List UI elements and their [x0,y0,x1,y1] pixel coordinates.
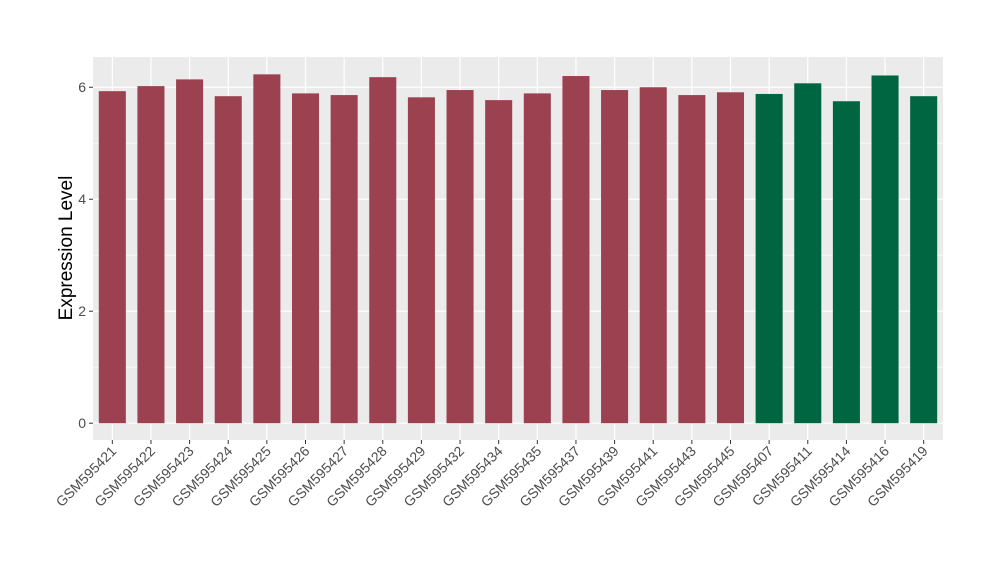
bar-GSM595416 [871,75,899,424]
x-axis: GSM595421GSM595422GSM595423GSM595424GSM5… [53,440,931,510]
bar-GSM595443 [678,95,706,424]
bar-GSM595426 [291,93,320,424]
y-tick-label: 2 [78,303,86,319]
bar-GSM595421 [98,91,126,424]
bar-GSM595411 [794,83,822,424]
bar-GSM595439 [601,90,629,424]
bar-GSM595427 [330,95,358,424]
bar-GSM595423 [176,79,204,424]
bar-GSM595429 [407,97,435,424]
bar-GSM595432 [446,90,474,424]
bars [98,74,938,424]
bar-GSM595445 [716,92,745,424]
bar-GSM595434 [485,100,513,424]
bar-GSM595422 [137,86,165,424]
y-tick-label: 0 [78,415,86,431]
y-tick-label: 4 [78,191,86,207]
y-axis-label: Expression Level [56,176,77,321]
bar-GSM595428 [369,77,397,424]
bar-GSM595407 [755,93,783,424]
bar-GSM595419 [910,96,938,424]
bar-GSM595425 [253,74,281,424]
bar-GSM595424 [214,96,242,424]
y-tick-label: 6 [78,79,86,95]
bar-GSM595435 [523,93,551,424]
bar-GSM595414 [832,101,860,424]
bar-GSM595437 [562,76,590,424]
bar-GSM595441 [639,87,667,424]
y-axis: 0 2 4 6 [78,79,93,431]
